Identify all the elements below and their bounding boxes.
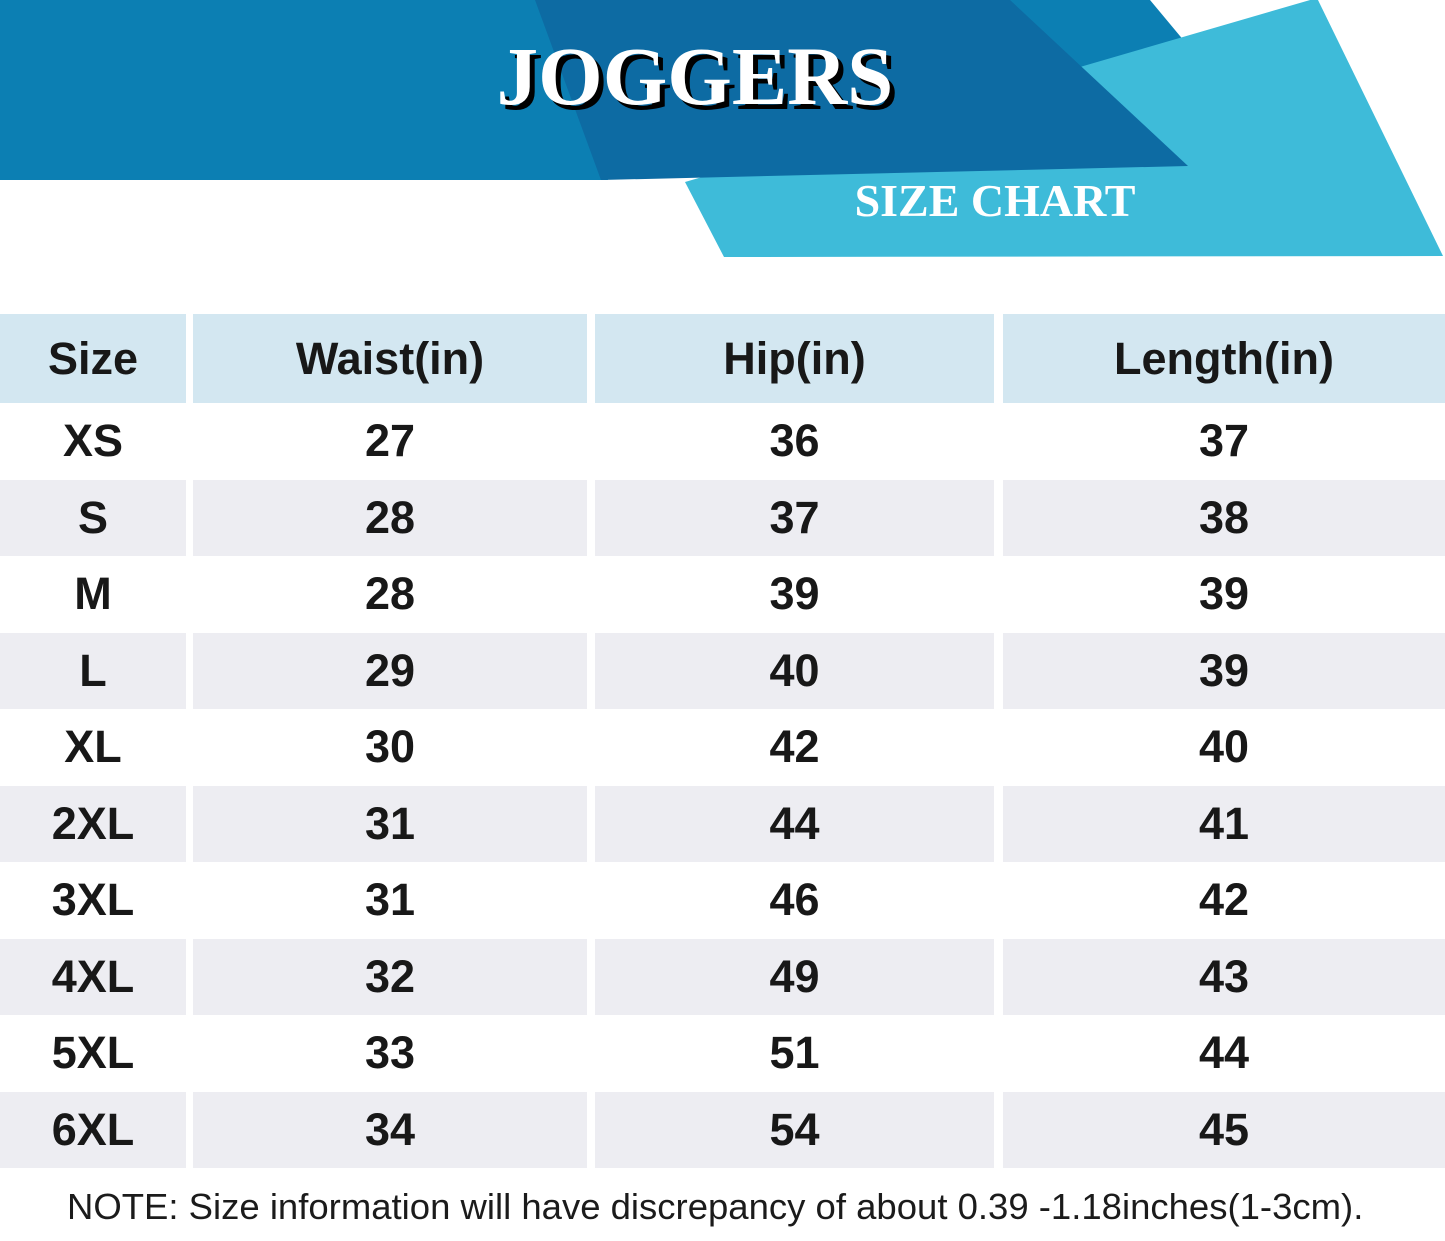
svg-text:JOGGERS: JOGGERS [497, 30, 894, 122]
svg-text:SIZE CHART: SIZE CHART [855, 175, 1136, 226]
